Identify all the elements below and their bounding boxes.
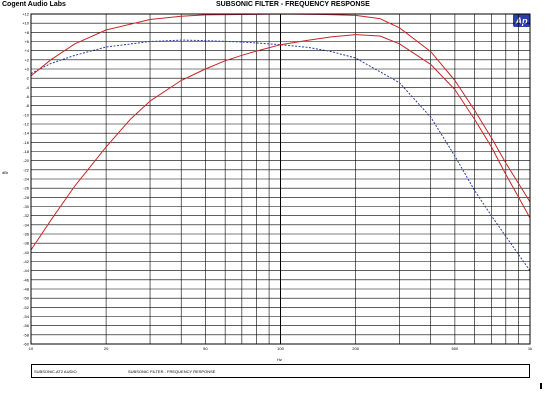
x-tick-label: 200: [352, 346, 359, 351]
y-tick-label: +12: [22, 12, 30, 17]
y-tick-label: -54: [23, 314, 30, 319]
y-tick-label: -22: [23, 167, 30, 172]
y-tick-label: +0: [24, 67, 29, 72]
x-tick-label: 100: [277, 346, 284, 351]
y-tick-label: +4: [24, 48, 29, 53]
plot-frame: [30, 13, 531, 345]
chart-grid: [30, 13, 531, 345]
y-tick-label: -58: [23, 332, 30, 337]
footer-title-label: SUBSONIC FILTER - FREQUENCY RESPONSE: [128, 369, 216, 374]
y-tick-label: +2: [24, 57, 29, 62]
footer-file-label: SUBSONIC.AT2 AUDIO: [34, 369, 77, 374]
y-tick-label: -42: [23, 259, 30, 264]
y-tick-label: -46: [23, 277, 30, 282]
brand-name: Cogent Audio Labs: [2, 1, 66, 8]
y-tick-label: -56: [23, 323, 30, 328]
y-tick-label: -6: [25, 94, 29, 99]
ap-logo-icon: Ap: [513, 14, 530, 27]
y-tick-label: -36: [23, 232, 30, 237]
y-tick-label: -18: [23, 149, 30, 154]
x-tick-label: 10: [29, 346, 34, 351]
y-tick-label: -32: [23, 213, 30, 218]
y-tick-label: -34: [23, 222, 30, 227]
y-tick-label: -50: [23, 296, 30, 301]
response-curve-1: [30, 39, 531, 271]
y-tick-label: -16: [23, 140, 30, 145]
y-tick-label: -48: [23, 287, 30, 292]
y-tick-label: -8: [25, 103, 29, 108]
y-tick-label: -60: [23, 342, 30, 347]
y-tick-label: -12: [23, 122, 30, 127]
x-tick-label: 20: [104, 346, 109, 351]
y-tick-label: -30: [23, 204, 30, 209]
response-curve-3: [30, 34, 531, 251]
x-axis-label: Hz: [277, 357, 282, 362]
footer-bar: SUBSONIC.AT2 AUDIO SUBSONIC FILTER - FRE…: [31, 364, 530, 378]
y-tick-label: -52: [23, 305, 30, 310]
x-tick-label: 1k: [528, 346, 532, 351]
corner-mark: [540, 383, 542, 389]
y-tick-label: +8: [24, 30, 29, 35]
y-tick-label: -4: [25, 85, 29, 90]
y-tick-label: -24: [23, 177, 30, 182]
y-axis-label: dBr: [2, 170, 9, 175]
y-tick-label: +10: [22, 21, 30, 26]
y-tick-label: -38: [23, 241, 30, 246]
y-tick-label: -28: [23, 195, 30, 200]
chart-title: SUBSONIC FILTER - FREQUENCY RESPONSE: [216, 1, 370, 8]
y-tick-label: -26: [23, 186, 30, 191]
y-tick-label: -20: [23, 158, 30, 163]
y-tick-label: -2: [25, 76, 29, 81]
y-tick-label: -14: [23, 131, 30, 136]
y-tick-labels: +12 +10 +8 +6 +4 +2 +0 -2 -4 -6 -8 -10 -12 -14 -16 -18 -…: [22, 12, 30, 347]
y-tick-label: -44: [23, 268, 30, 273]
y-tick-label: -10: [23, 112, 30, 117]
x-tick-label: 50: [203, 346, 208, 351]
y-tick-label: +6: [24, 39, 29, 44]
x-tick-labels: 10 20 50 100 200 500 1k: [29, 346, 532, 351]
y-tick-label: -40: [23, 250, 30, 255]
response-curve-2: [30, 13, 531, 203]
response-curves: [30, 13, 531, 271]
x-tick-label: 500: [452, 346, 459, 351]
